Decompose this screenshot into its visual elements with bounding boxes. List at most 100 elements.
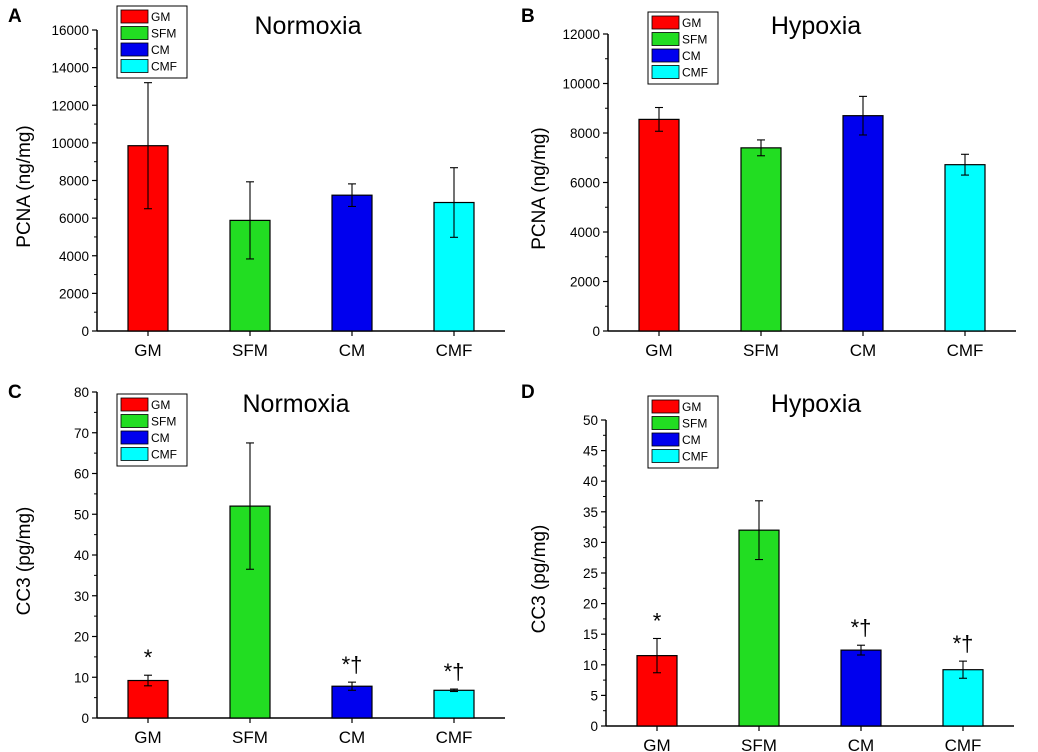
bar-cmf [944, 164, 986, 332]
legend-label: CMF [682, 66, 708, 80]
panel-c: C Normoxia CC3 (pg/mg) 0 10 20 30 40 50 60 70 80 GM *… [8, 382, 505, 747]
legend-swatch-sfm [120, 414, 149, 428]
legend-swatch-cm [120, 42, 149, 57]
y-tick-label: 8000 [570, 126, 600, 141]
y-tick-label: 2000 [570, 275, 600, 290]
x-tick-label: SFM [232, 728, 268, 747]
legend-label: SFM [682, 33, 707, 47]
bar-gm [638, 118, 680, 332]
x-tick-label: CMF [945, 736, 982, 752]
x-tick-label: GM [134, 728, 161, 747]
y-tick-label: 16000 [51, 23, 89, 38]
y-axis-label: CC3 (pg/mg) [14, 507, 35, 616]
y-tick-label: 0 [592, 324, 600, 339]
y-tick-label: 2000 [59, 286, 89, 301]
legend-swatch-cmf [651, 65, 680, 79]
y-tick-label: 6000 [570, 176, 600, 191]
panel-letter: C [8, 382, 22, 403]
y-axis-label: PCNA (ng/mg) [529, 127, 550, 249]
legend: GM SFM CM CMF [647, 395, 719, 469]
legend: GM SFM CM CMF [647, 11, 719, 85]
bar-cm [331, 194, 373, 332]
x-tick-label: GM [645, 341, 672, 360]
y-tick-label: 10000 [562, 77, 600, 92]
legend-swatch-cm [651, 48, 680, 63]
x-tick-label: CMF [436, 341, 473, 360]
bar-cm [331, 685, 373, 719]
panel-d: D Hypoxia CC3 (pg/mg) 0 5 10 15 20 25 30 35 40 45 50 G… [521, 382, 1014, 752]
y-tick-label: 6000 [59, 211, 89, 226]
y-tick-label: 12000 [562, 27, 600, 42]
legend: GM SFM CM CMF [116, 393, 188, 467]
x-tick-label: GM [134, 341, 161, 360]
panel-letter: B [521, 6, 535, 27]
y-axis-label: PCNA (ng/mg) [14, 125, 35, 247]
panel-letter: A [8, 6, 22, 27]
panel-b: B Hypoxia PCNA (ng/mg) 0 2000 4000 6000 8000 100… [521, 6, 1016, 360]
legend-swatch-sfm [651, 416, 680, 430]
x-tick-label: CMF [436, 728, 473, 747]
y-tick-label: 10000 [51, 136, 89, 151]
legend-label: GM [151, 398, 170, 412]
legend-label: CMF [151, 60, 177, 74]
legend-swatch-cm [651, 432, 680, 447]
legend-label: GM [151, 10, 170, 24]
y-tick-label: 50 [583, 413, 598, 428]
x-tick-label: CM [339, 341, 365, 360]
legend-swatch-cmf [120, 59, 149, 73]
x-tick-label: SFM [741, 736, 777, 752]
y-tick-label: 40 [583, 474, 598, 489]
x-tick-label: SFM [232, 341, 268, 360]
legend-label: SFM [682, 417, 707, 431]
y-tick-label: 15 [583, 627, 598, 642]
y-tick-label: 30 [74, 589, 89, 604]
chart-title: Normoxia [255, 12, 362, 40]
bar-gm [127, 679, 169, 719]
y-tick-label: 4000 [59, 249, 89, 264]
panel-a: A Normoxia PCNA (ng/mg) 0 2000 4000 6000 8000 10… [8, 5, 505, 360]
y-tick-label: 60 [74, 467, 89, 482]
legend-label: CM [151, 431, 170, 445]
legend-swatch-gm [651, 15, 680, 30]
bar-sfm [740, 147, 782, 332]
legend-swatch-cmf [651, 449, 680, 463]
legend-label: CM [682, 49, 701, 63]
legend-swatch-gm [120, 397, 149, 412]
chart-title: Hypoxia [771, 390, 861, 418]
y-tick-label: 70 [74, 426, 89, 441]
legend-swatch-sfm [120, 26, 149, 40]
legend-swatch-sfm [651, 32, 680, 46]
x-tick-label: CM [850, 341, 876, 360]
x-tick-label: CM [339, 728, 365, 747]
y-tick-label: 30 [583, 535, 598, 550]
legend-swatch-cmf [120, 447, 149, 461]
y-tick-label: 0 [81, 711, 89, 726]
significance-marker: *† [444, 659, 465, 684]
bar-cmf [433, 689, 475, 719]
legend-swatch-gm [651, 399, 680, 414]
y-tick-label: 80 [74, 385, 89, 400]
significance-marker: *† [342, 652, 363, 677]
y-axis-label: CC3 (pg/mg) [529, 525, 550, 634]
y-tick-label: 20 [74, 630, 89, 645]
x-tick-label: GM [643, 736, 670, 752]
y-tick-label: 45 [583, 444, 598, 459]
bar-sfm [738, 529, 780, 727]
y-tick-label: 12000 [51, 98, 89, 113]
y-tick-label: 10 [583, 658, 598, 673]
y-tick-label: 14000 [51, 61, 89, 76]
bar-cm [842, 115, 884, 332]
chart-title: Normoxia [243, 390, 350, 418]
y-tick-label: 20 [583, 597, 598, 612]
x-tick-label: SFM [743, 341, 779, 360]
significance-marker: * [653, 608, 662, 633]
legend-label: SFM [151, 415, 176, 429]
y-tick-label: 0 [81, 324, 89, 339]
legend-label: CMF [151, 448, 177, 462]
bar-cm [840, 649, 882, 727]
y-tick-label: 50 [74, 507, 89, 522]
legend-label: CM [682, 433, 701, 447]
significance-marker: *† [851, 615, 872, 640]
y-tick-label: 40 [74, 548, 89, 563]
